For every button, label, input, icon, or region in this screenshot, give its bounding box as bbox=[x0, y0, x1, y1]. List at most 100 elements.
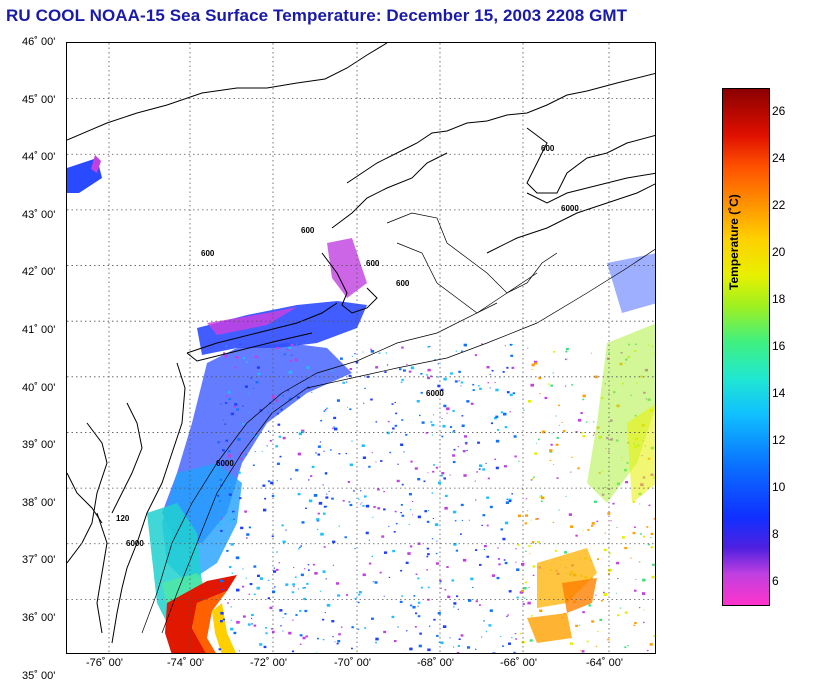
isobath-label: 6000 bbox=[426, 389, 444, 398]
sst-pixel bbox=[410, 604, 413, 607]
sst-pixel bbox=[472, 586, 474, 588]
sst-pixel bbox=[464, 441, 468, 444]
sst-pixel bbox=[444, 506, 448, 510]
sst-pixel bbox=[568, 513, 572, 516]
sst-pixel bbox=[530, 479, 533, 481]
sst-pixel bbox=[256, 366, 260, 369]
sst-pixel bbox=[338, 633, 341, 636]
sst-pixel bbox=[308, 569, 310, 571]
sst-pixel bbox=[480, 636, 483, 638]
sst-pixel bbox=[564, 551, 568, 554]
sst-pixel bbox=[412, 605, 416, 609]
sst-pixel bbox=[608, 568, 612, 572]
sst-pixel bbox=[508, 500, 512, 502]
sst-pixel bbox=[227, 602, 229, 604]
sst-pixel bbox=[328, 490, 330, 492]
sst-pixel bbox=[427, 346, 430, 348]
sst-pixel bbox=[235, 356, 239, 359]
sst-pixel bbox=[515, 638, 517, 640]
sst-pixel bbox=[627, 645, 629, 647]
sst-pixel bbox=[427, 376, 430, 380]
sst-pixel bbox=[603, 591, 605, 594]
sst-pixel bbox=[581, 650, 585, 653]
sst-pixel bbox=[325, 505, 328, 508]
sst-pixel bbox=[375, 461, 377, 463]
sst-pixel bbox=[287, 389, 289, 392]
sst-pixel bbox=[454, 380, 458, 383]
sst-pixel bbox=[318, 501, 323, 505]
sst-pixel bbox=[228, 484, 231, 486]
sst-pixel bbox=[355, 361, 359, 364]
sst-pixel bbox=[276, 412, 279, 415]
longitude-label: -72˚ 00' bbox=[250, 657, 287, 669]
sst-pixel bbox=[571, 456, 573, 458]
sst-pixel bbox=[357, 498, 360, 500]
sst-pixel bbox=[403, 369, 406, 372]
sst-pixel bbox=[503, 559, 506, 561]
sst-pixel bbox=[297, 493, 301, 496]
sst-pixel bbox=[261, 450, 263, 452]
sst-pixel bbox=[525, 514, 528, 517]
sst-pixel bbox=[228, 493, 232, 496]
sst-pixel bbox=[553, 463, 555, 465]
sst-pixel bbox=[249, 583, 253, 586]
sst-pixel bbox=[449, 426, 453, 428]
sst-pixel bbox=[325, 578, 327, 580]
sst-pixel bbox=[248, 593, 251, 595]
sst-pixel bbox=[230, 543, 234, 546]
sst-pixel bbox=[288, 631, 292, 635]
sst-pixel bbox=[431, 423, 435, 427]
sst-pixel bbox=[592, 434, 595, 436]
sst-pixel bbox=[432, 434, 434, 436]
sst-pixel bbox=[326, 407, 328, 409]
sst-pixel bbox=[476, 471, 478, 473]
sst-pixel bbox=[438, 641, 441, 643]
isobath-label: 6000 bbox=[561, 204, 579, 213]
sst-pixel bbox=[349, 503, 353, 507]
sst-pixel bbox=[647, 543, 650, 546]
sst-pixel bbox=[449, 637, 451, 639]
longitude-label: -66˚ 00' bbox=[500, 657, 537, 669]
sst-pixel bbox=[380, 460, 383, 462]
sst-pixel bbox=[415, 573, 418, 575]
sst-pixel bbox=[416, 400, 420, 403]
sst-pixel bbox=[284, 613, 287, 615]
sst-pixel bbox=[453, 543, 457, 546]
colorbar-tick-label: 8 bbox=[772, 527, 779, 542]
sst-pixel bbox=[330, 369, 333, 372]
latitude-label: 35˚ 00' bbox=[22, 669, 56, 682]
sst-pixel bbox=[317, 445, 321, 448]
sst-pixel bbox=[550, 443, 553, 446]
sst-pixel bbox=[512, 392, 516, 395]
sst-pixel bbox=[634, 589, 637, 592]
sst-pixel bbox=[466, 449, 468, 452]
sst-pixel bbox=[299, 634, 303, 637]
sst-pixel bbox=[332, 564, 334, 566]
sst-pixel bbox=[643, 621, 645, 624]
sst-pixel bbox=[432, 470, 435, 473]
sst-pixel bbox=[292, 583, 296, 586]
sst-pixel bbox=[400, 569, 403, 572]
sst-pixel bbox=[297, 548, 300, 550]
sst-pixel bbox=[634, 526, 636, 528]
sst-pixel bbox=[594, 375, 598, 379]
sst-pixel bbox=[555, 415, 557, 417]
sst-pixel bbox=[269, 439, 272, 442]
sst-pixel bbox=[295, 614, 298, 616]
sst-pixel bbox=[342, 381, 346, 384]
sst-pixel bbox=[418, 644, 422, 648]
sst-pixel bbox=[290, 478, 292, 480]
sst-pixel bbox=[564, 358, 567, 361]
colorbar-tick-label: 18 bbox=[772, 291, 786, 306]
sst-pixel bbox=[544, 396, 548, 400]
sst-pixel bbox=[532, 542, 535, 544]
sst-pixel bbox=[426, 569, 428, 571]
sst-pixel bbox=[481, 343, 483, 345]
sst-pixel bbox=[429, 345, 431, 347]
sst-pixel bbox=[316, 528, 319, 530]
sst-pixel bbox=[316, 518, 320, 521]
sst-pixel bbox=[351, 626, 354, 629]
sst-pixel bbox=[444, 494, 448, 497]
longitude-label: -76˚ 00' bbox=[86, 657, 123, 669]
sst-pixel bbox=[486, 366, 490, 369]
